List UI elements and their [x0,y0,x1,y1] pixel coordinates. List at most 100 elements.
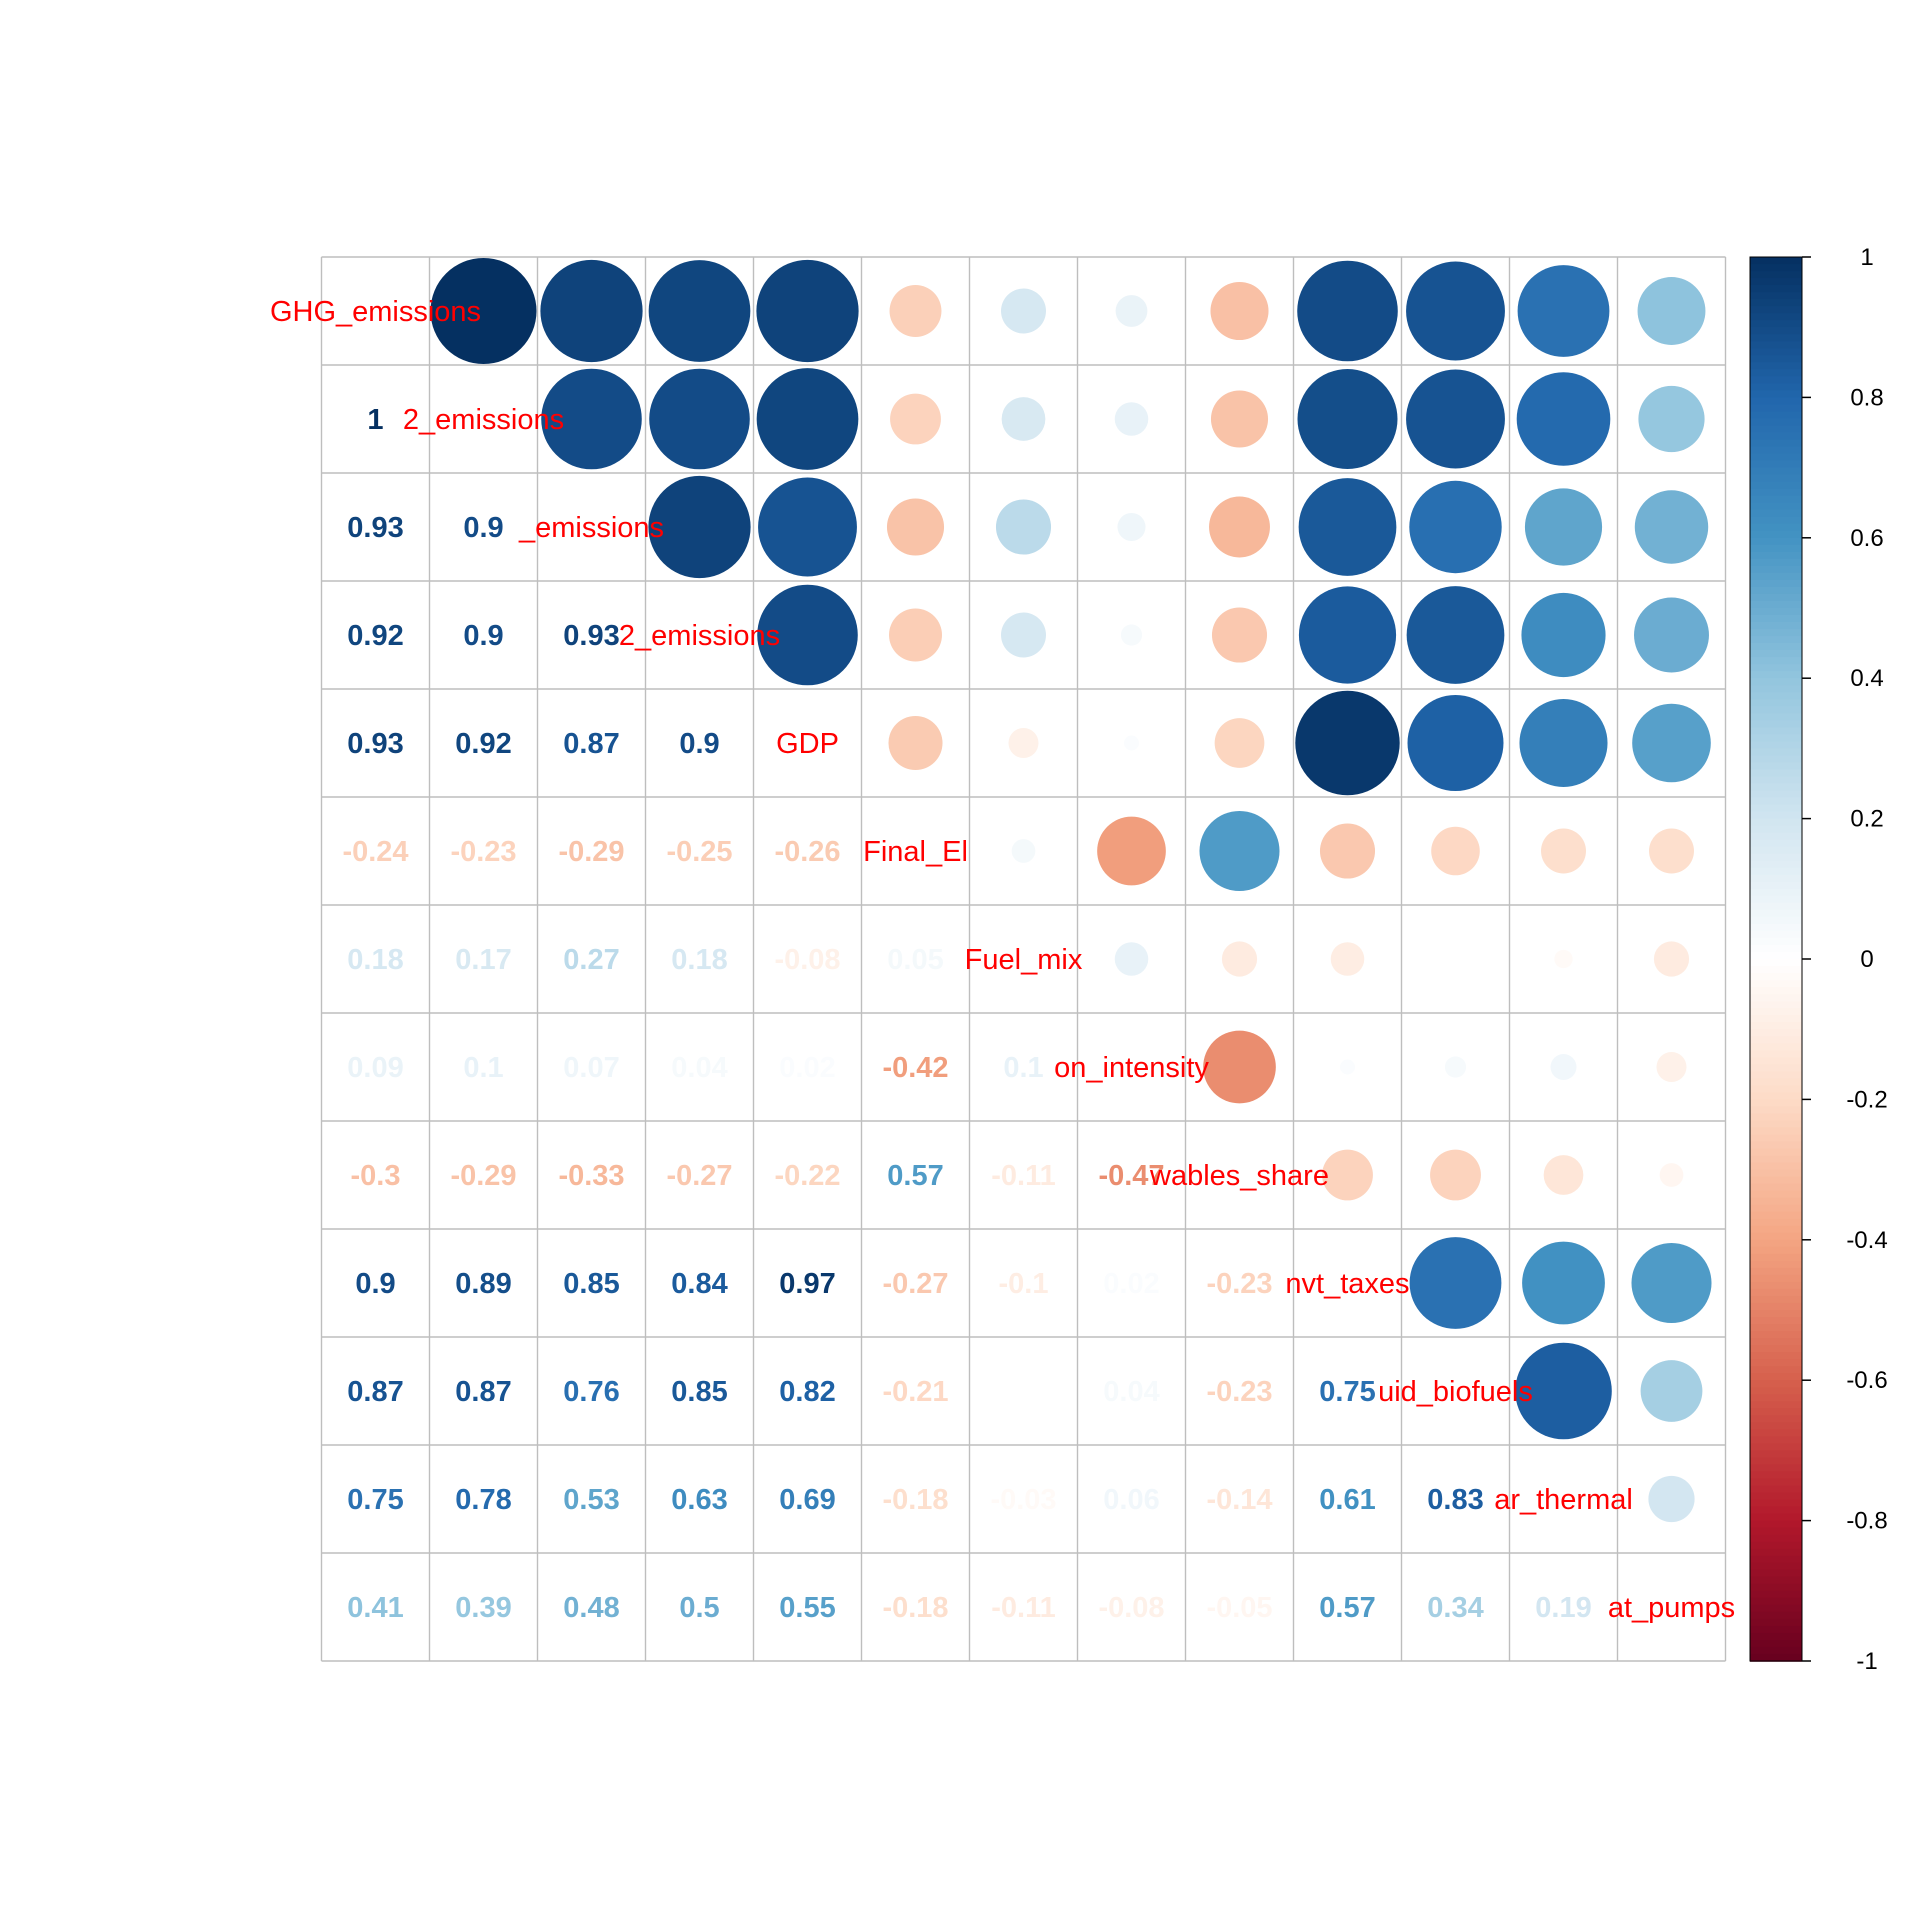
colorbar-segment [1750,523,1802,532]
colorbar-segment [1750,439,1802,448]
colorbar-segment [1750,1281,1802,1290]
colorbar-segment [1750,558,1802,567]
corr-value: 0.17 [455,944,511,976]
corr-circle [1554,949,1573,969]
colorbar-segment [1750,1071,1802,1080]
corr-circle [1521,592,1606,678]
colorbar-segment [1750,537,1802,546]
corr-circle [1001,612,1046,658]
color-legend: 1 0.8 0.6 0.4 0.2 0 -0.2 -0.4 -0.6 -0.8 -1 [1749,244,1888,1675]
colorbar-segment [1750,327,1802,336]
colorbar-segment [1750,1001,1802,1009]
colorbar-segment [1750,1029,1802,1038]
variable-label: wables_share [1149,1160,1329,1192]
colorbar-segment [1750,572,1802,581]
colorbar-segment [1750,1050,1802,1059]
corr-value: 0.93 [347,512,403,544]
corr-circle [1297,260,1398,362]
corr-circle [1297,369,1398,469]
corr-circle [756,368,859,470]
colorbar-segment [1750,1394,1802,1403]
colorbar-segment [1750,629,1802,637]
colorbar-segment [1750,1562,1802,1571]
colorbar-segment [1750,264,1802,272]
colorbar-tick-label: 0 [1860,946,1873,973]
colorbar-segment [1750,832,1802,841]
corr-circle [890,393,941,445]
corr-circle [1409,480,1502,574]
colorbar-segment [1750,1345,1802,1353]
corr-circle [1516,372,1611,466]
colorbar-segment [1750,551,1802,560]
colorbar-segment [1750,1352,1802,1360]
colorbar-segment [1750,1225,1802,1234]
corr-circle [1653,941,1690,977]
colorbar-segment [1750,460,1802,469]
corr-value: -0.14 [1206,1484,1272,1516]
corr-circle [648,475,751,579]
colorbar-segment [1750,1604,1802,1613]
corr-value: 0.87 [563,728,619,760]
colorbar-segment [1750,453,1802,462]
colorbar-segment [1750,1527,1802,1536]
corr-circle [1406,261,1505,361]
corr-circle [1117,512,1146,542]
colorbar-segment [1750,278,1802,286]
colorbar-segment [1750,397,1802,406]
colorbar-tick-label: -0.6 [1846,1367,1887,1394]
corr-value: -0.23 [1206,1268,1272,1300]
corr-circle [1209,496,1270,558]
colorbar-segment [1750,1534,1802,1543]
corr-circle [1541,828,1586,874]
colorbar-segment [1750,1555,1802,1564]
variable-labels: GHG_emissions 2_emissions _emissions 2_emis… [270,296,1735,1624]
corr-circle [1631,1242,1712,1324]
corr-circle [1001,288,1046,334]
colorbar-segment [1750,1583,1802,1592]
corr-value: 0.57 [887,1160,943,1192]
corr-value: -0.11 [991,1160,1056,1192]
colorbar-segment [1750,1464,1802,1473]
colorbar-segment [1750,411,1802,420]
colorbar-segment [1750,994,1802,1002]
colorbar-segment [1750,509,1802,518]
corr-value: 0.5 [679,1592,719,1624]
colorbar-segment [1750,1443,1802,1452]
corr-value: 0.9 [463,512,503,544]
colorbar-segment [1750,966,1802,974]
colorbar-segment [1750,502,1802,511]
colorbar-segment [1750,825,1802,834]
colorbar-segment [1750,720,1802,729]
colorbar-segment [1750,1422,1802,1431]
colorbar-segment [1750,1492,1802,1501]
corr-value: 0.69 [779,1484,835,1516]
corr-value: -0.05 [1206,1592,1272,1624]
corr-circle [1330,942,1365,976]
colorbar-segment [1750,1548,1802,1557]
colorbar-tick-label: 0.8 [1850,384,1883,411]
corr-circle [756,259,859,363]
variable-label: GHG_emissions [270,296,481,328]
colorbar-segment [1750,692,1802,701]
colorbar-segment [1750,916,1802,925]
corr-circle [1638,385,1705,453]
colorbar-segment [1750,1653,1802,1662]
colorbar-segment [1750,1141,1802,1150]
colorbar-segment [1750,1127,1802,1136]
colorbar-segment [1750,1471,1802,1480]
corr-value: 0.48 [563,1592,619,1624]
corr-value: 0.57 [1319,1592,1375,1624]
corr-value: 0.53 [563,1484,619,1516]
corr-value: 0.61 [1319,1484,1375,1516]
colorbar-segment [1750,516,1802,525]
colorbar-segment [1750,1359,1802,1367]
colorbar-segment [1750,348,1802,357]
colorbar-segment [1750,937,1802,946]
corr-value: 0.05 [887,944,943,976]
colorbar-segment [1750,1324,1802,1332]
colorbar-segment [1750,341,1802,350]
corr-circle [1298,478,1397,576]
colorbar-segment [1750,495,1802,504]
colorbar-segment [1750,1057,1802,1066]
